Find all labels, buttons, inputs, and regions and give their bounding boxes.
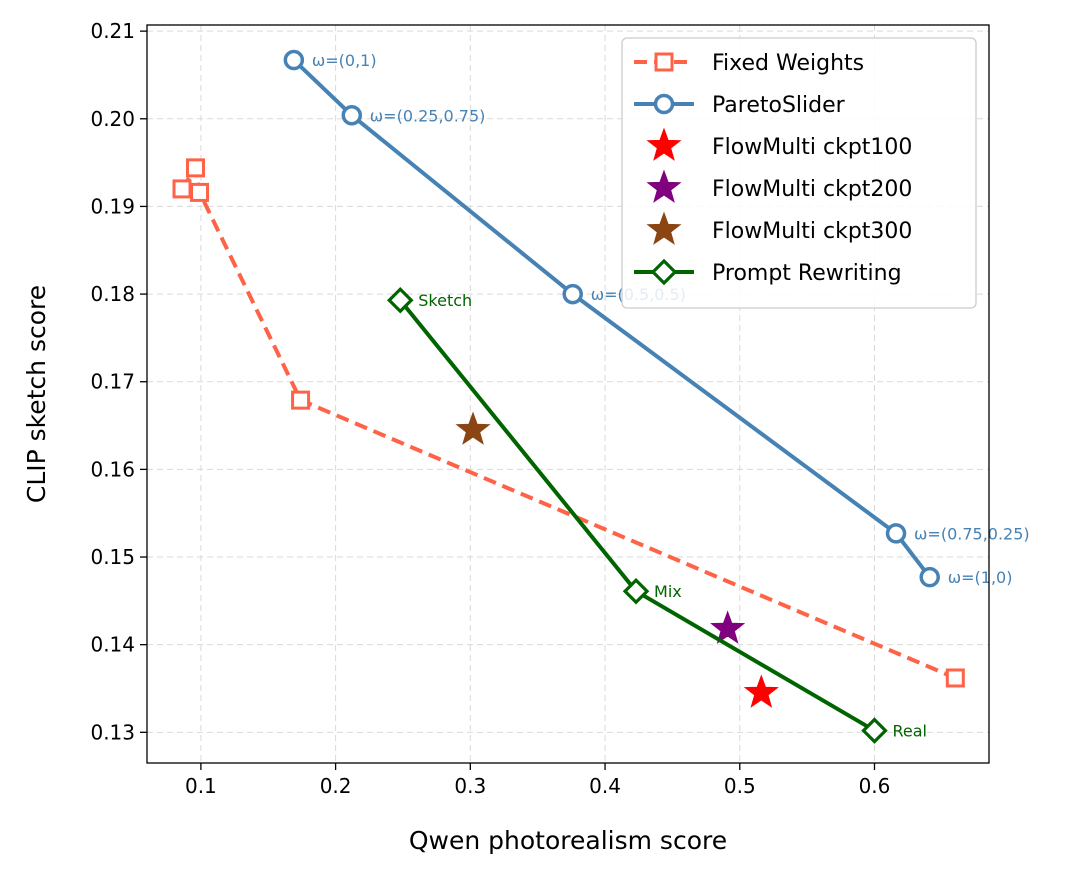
- data-point: [455, 411, 491, 445]
- data-point: [562, 283, 583, 305]
- data-point: [185, 158, 205, 178]
- series-paretoslider: [283, 49, 940, 588]
- x-tick-label: 0.5: [724, 774, 756, 798]
- point-label: ω=(0.75,0.25): [914, 524, 1030, 543]
- legend: Fixed Weights ParetoSlider FlowMulti ckpt1…: [621, 37, 977, 309]
- y-tick-label: 0.15: [90, 545, 135, 569]
- series-flowmulti-ckpt200: [710, 610, 746, 644]
- data-point: [190, 182, 210, 202]
- legend-marker: [646, 211, 682, 245]
- data-point: [341, 105, 363, 126]
- x-axis-label: Qwen photorealism score: [409, 826, 727, 855]
- legend-item-paretoslider: ParetoSlider: [634, 93, 846, 118]
- y-tick-label: 0.16: [90, 457, 135, 481]
- x-tick-label: 0.2: [320, 774, 352, 798]
- y-tick-label: 0.18: [90, 282, 135, 306]
- data-point: [885, 523, 907, 544]
- y-tick-label: 0.21: [90, 19, 135, 43]
- y-axis-ticks: 0.13 0.14 0.15 0.16 0.17 0.18 0.19 0.20 0.21: [90, 19, 147, 744]
- series-flowmulti-ckpt300: [455, 411, 491, 445]
- x-axis-ticks: 0.1 0.2 0.3 0.4 0.5 0.6: [185, 763, 890, 798]
- x-tick-label: 0.6: [859, 774, 891, 798]
- legend-marker: [646, 169, 682, 203]
- x-tick-label: 0.4: [589, 774, 621, 798]
- data-point: [622, 577, 650, 605]
- legend-item-flowmulti-ckpt300: FlowMulti ckpt300: [646, 211, 912, 245]
- point-label: ω=(0,1): [312, 51, 377, 70]
- x-tick-label: 0.3: [454, 774, 486, 798]
- y-axis-label: CLIP sketch score: [22, 285, 51, 503]
- legend-marker: [646, 127, 682, 161]
- legend-marker: [650, 258, 678, 286]
- point-label: Real: [892, 722, 927, 741]
- legend-marker: [654, 52, 674, 72]
- data-point: [919, 566, 940, 588]
- legend-box: [621, 37, 977, 309]
- data-point: [743, 674, 779, 708]
- legend-label: ParetoSlider: [712, 93, 846, 118]
- legend-marker: [653, 93, 675, 115]
- grid: [147, 25, 989, 763]
- series-fixed-weights: [172, 158, 965, 688]
- y-tick-label: 0.19: [90, 194, 135, 218]
- y-tick-label: 0.13: [90, 720, 135, 744]
- legend-label: FlowMulti ckpt100: [712, 135, 912, 160]
- data-point: [283, 49, 305, 71]
- legend-item-prompt-rewriting: Prompt Rewriting: [634, 258, 902, 286]
- data-point: [172, 179, 192, 199]
- data-point: [945, 668, 965, 688]
- legend-item-flowmulti-ckpt100: FlowMulti ckpt100: [646, 127, 912, 161]
- plot-frame: [146, 24, 990, 764]
- point-label: ω=(1,0): [948, 568, 1013, 587]
- data-point: [861, 717, 888, 744]
- legend-item-flowmulti-ckpt200: FlowMulti ckpt200: [646, 169, 912, 203]
- point-label: Sketch: [418, 291, 472, 310]
- legend-label: Prompt Rewriting: [712, 261, 902, 286]
- point-label: ω=(0.25,0.75): [370, 106, 486, 125]
- legend-label: FlowMulti ckpt300: [712, 219, 912, 244]
- legend-item-fixed-weights: Fixed Weights: [634, 51, 864, 76]
- series-line: [398, 298, 876, 733]
- x-tick-label: 0.1: [185, 774, 217, 798]
- legend-label: Fixed Weights: [712, 51, 864, 76]
- y-tick-label: 0.17: [90, 370, 135, 394]
- series-flowmulti-ckpt100: [743, 674, 779, 708]
- y-tick-label: 0.14: [90, 633, 135, 657]
- y-tick-label: 0.20: [90, 107, 135, 131]
- series-layer: [172, 49, 965, 744]
- data-point: [291, 390, 311, 410]
- legend-label: FlowMulti ckpt200: [712, 177, 912, 202]
- data-point: [710, 610, 746, 644]
- point-label: Mix: [654, 582, 682, 601]
- series-prompt-rewriting: [387, 286, 888, 744]
- data-point: [387, 286, 414, 314]
